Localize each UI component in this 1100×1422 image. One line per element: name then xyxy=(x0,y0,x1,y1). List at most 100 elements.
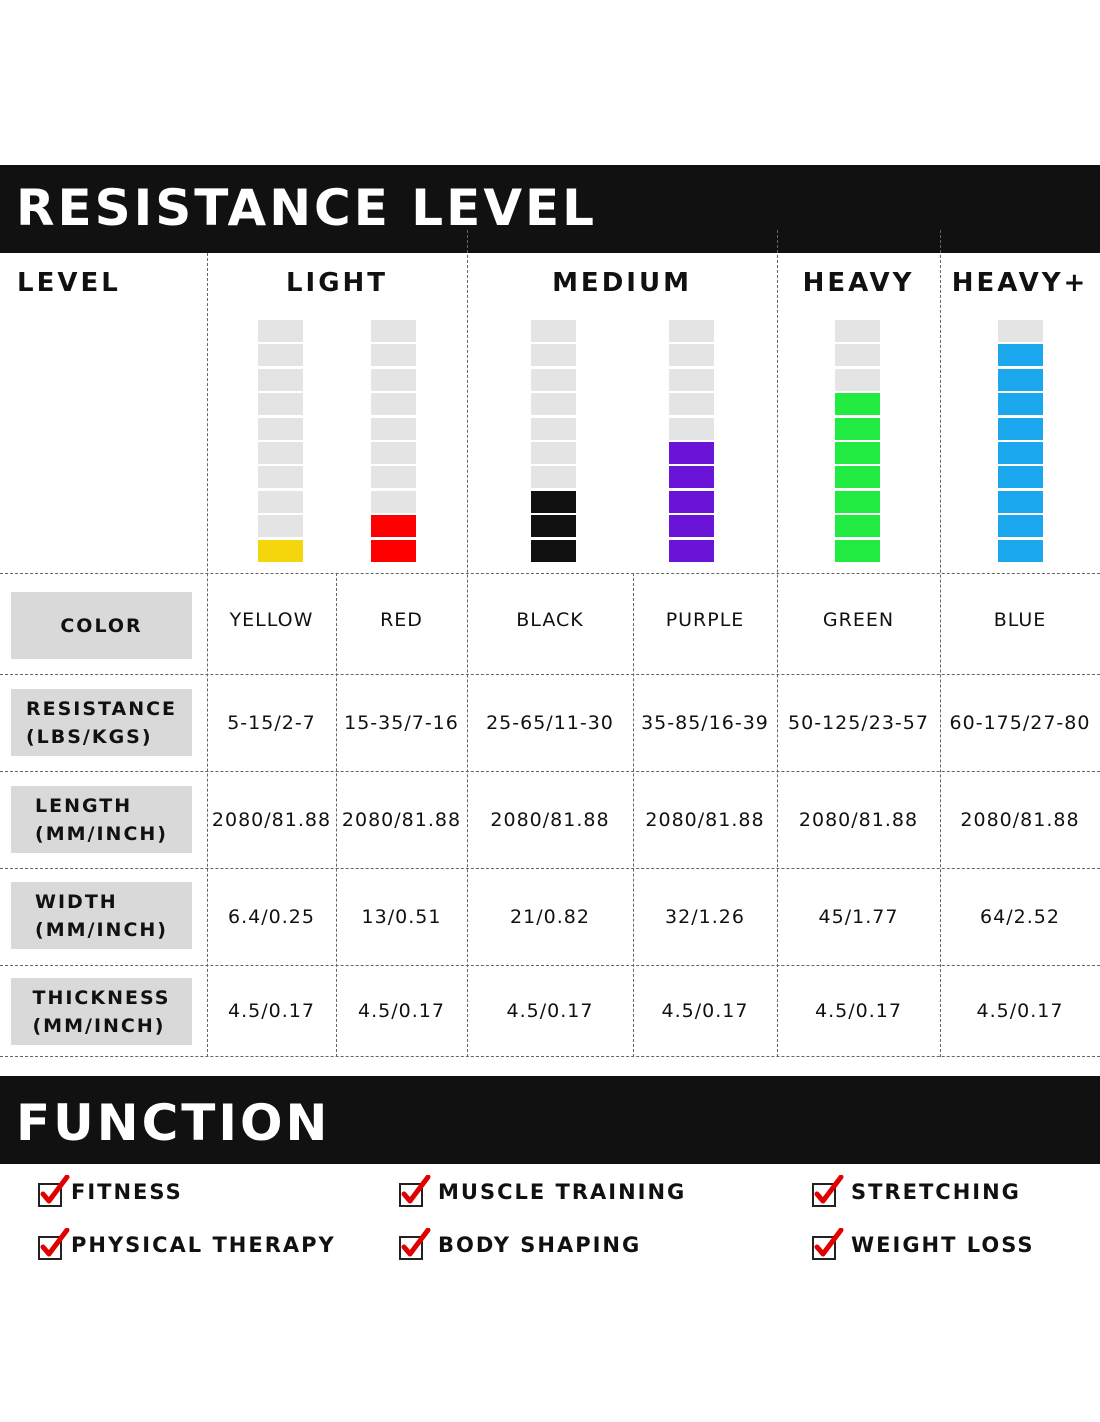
spec-cell: PURPLE xyxy=(665,608,745,631)
bar-segment xyxy=(669,320,714,342)
bar-segment xyxy=(998,344,1043,366)
bar-segment xyxy=(835,393,880,415)
row-label-length: LENGTH (MM/INCH) xyxy=(11,786,192,853)
check-icon xyxy=(37,1227,71,1262)
spec-cell: 60-175/27-80 xyxy=(949,711,1091,734)
spec-cell: 2080/81.88 xyxy=(490,808,610,831)
bar-segment xyxy=(998,418,1043,440)
function-item: MUSCLE TRAINING xyxy=(398,1174,686,1209)
bar-segment xyxy=(258,369,303,391)
check-icon xyxy=(811,1174,845,1209)
bar-segment xyxy=(258,540,303,562)
function-title: FUNCTION xyxy=(16,1094,331,1152)
row-label-line1: RESISTANCE xyxy=(25,697,178,720)
spec-cell: 35-85/16-39 xyxy=(641,711,769,734)
spec-cell: 2080/81.88 xyxy=(341,808,462,831)
bar-segment xyxy=(669,540,714,562)
divider xyxy=(777,230,778,1057)
resistance-bar-blue xyxy=(998,320,1043,562)
bar-segment xyxy=(531,393,576,415)
bar-segment xyxy=(669,393,714,415)
bar-segment xyxy=(371,442,416,464)
row-label-line2: (LBS/KGS) xyxy=(25,725,153,748)
check-icon xyxy=(398,1227,432,1262)
bar-segment xyxy=(258,418,303,440)
bar-segment xyxy=(371,418,416,440)
bar-segment xyxy=(531,442,576,464)
spec-cell: YELLOW xyxy=(229,608,314,631)
divider xyxy=(0,771,1100,772)
bar-segment xyxy=(998,320,1043,342)
bar-segment xyxy=(371,320,416,342)
check-icon xyxy=(398,1174,432,1209)
spec-cell: 64/2.52 xyxy=(980,905,1060,928)
bar-segment xyxy=(998,393,1043,415)
bar-segment xyxy=(998,442,1043,464)
spec-cell: 13/0.51 xyxy=(361,905,442,928)
bar-segment xyxy=(371,393,416,415)
divider xyxy=(467,230,468,1057)
function-item: BODY SHAPING xyxy=(398,1227,641,1262)
bar-segment xyxy=(258,393,303,415)
divider xyxy=(336,573,337,1057)
bar-segment xyxy=(835,540,880,562)
function-item-label: PHYSICAL THERAPY xyxy=(71,1233,336,1257)
bar-segment xyxy=(998,466,1043,488)
function-item-label: FITNESS xyxy=(71,1180,183,1204)
bar-segment xyxy=(998,369,1043,391)
row-label-thickness: THICKNESS (MM/INCH) xyxy=(11,978,192,1045)
spec-cell: 5-15/2-7 xyxy=(227,711,316,734)
spec-cell: 25-65/11-30 xyxy=(486,711,614,734)
bar-segment xyxy=(835,442,880,464)
spec-cell: 4.5/0.17 xyxy=(358,999,445,1022)
check-icon xyxy=(37,1174,71,1209)
level-heavy-plus: HEAVY+ xyxy=(951,268,1089,298)
divider xyxy=(0,674,1100,675)
bar-segment xyxy=(371,344,416,366)
row-label-width: WIDTH (MM/INCH) xyxy=(11,882,192,949)
level-label: LEVEL xyxy=(17,268,121,298)
spec-cell: 21/0.82 xyxy=(510,905,590,928)
bar-segment xyxy=(835,344,880,366)
function-item: FITNESS xyxy=(37,1174,183,1209)
bar-segment xyxy=(998,515,1043,537)
divider xyxy=(207,253,208,1057)
spec-cell: 32/1.26 xyxy=(665,905,745,928)
row-label-line1: THICKNESS xyxy=(32,986,171,1009)
bar-segment xyxy=(669,442,714,464)
function-item: PHYSICAL THERAPY xyxy=(37,1227,336,1262)
function-item: WEIGHT LOSS xyxy=(811,1227,1035,1262)
bar-segment xyxy=(258,466,303,488)
bar-segment xyxy=(531,515,576,537)
bar-segment xyxy=(669,491,714,513)
bar-segment xyxy=(531,320,576,342)
spec-cell: 4.5/0.17 xyxy=(661,999,749,1022)
spec-cell: RED xyxy=(380,608,423,631)
bar-segment xyxy=(371,466,416,488)
resistance-bar-green xyxy=(835,320,880,562)
spec-cell: 2080/81.88 xyxy=(960,808,1080,831)
bar-segment xyxy=(531,418,576,440)
row-label-color: COLOR xyxy=(11,592,192,659)
spec-cell: 4.5/0.17 xyxy=(506,999,594,1022)
bar-segment xyxy=(371,515,416,537)
bar-segment xyxy=(371,369,416,391)
check-icon xyxy=(811,1227,845,1262)
spec-cell: GREEN xyxy=(822,608,895,631)
resistance-level-banner: RESISTANCE LEVEL xyxy=(0,165,1100,253)
level-heavy: HEAVY xyxy=(802,268,915,298)
level-medium: MEDIUM xyxy=(552,268,692,298)
bar-segment xyxy=(669,466,714,488)
row-label-line2: (MM/INCH) xyxy=(35,822,168,845)
spec-cell: 2080/81.88 xyxy=(211,808,332,831)
bar-segment xyxy=(258,320,303,342)
spec-cell: 2080/81.88 xyxy=(645,808,765,831)
resistance-bar-black xyxy=(531,320,576,562)
spec-cell: 45/1.77 xyxy=(818,905,899,928)
divider xyxy=(0,573,1100,574)
bar-segment xyxy=(258,344,303,366)
function-item-label: WEIGHT LOSS xyxy=(851,1233,1035,1257)
resistance-bar-red xyxy=(371,320,416,562)
function-banner: FUNCTION xyxy=(0,1076,1100,1164)
level-light: LIGHT xyxy=(285,268,389,298)
